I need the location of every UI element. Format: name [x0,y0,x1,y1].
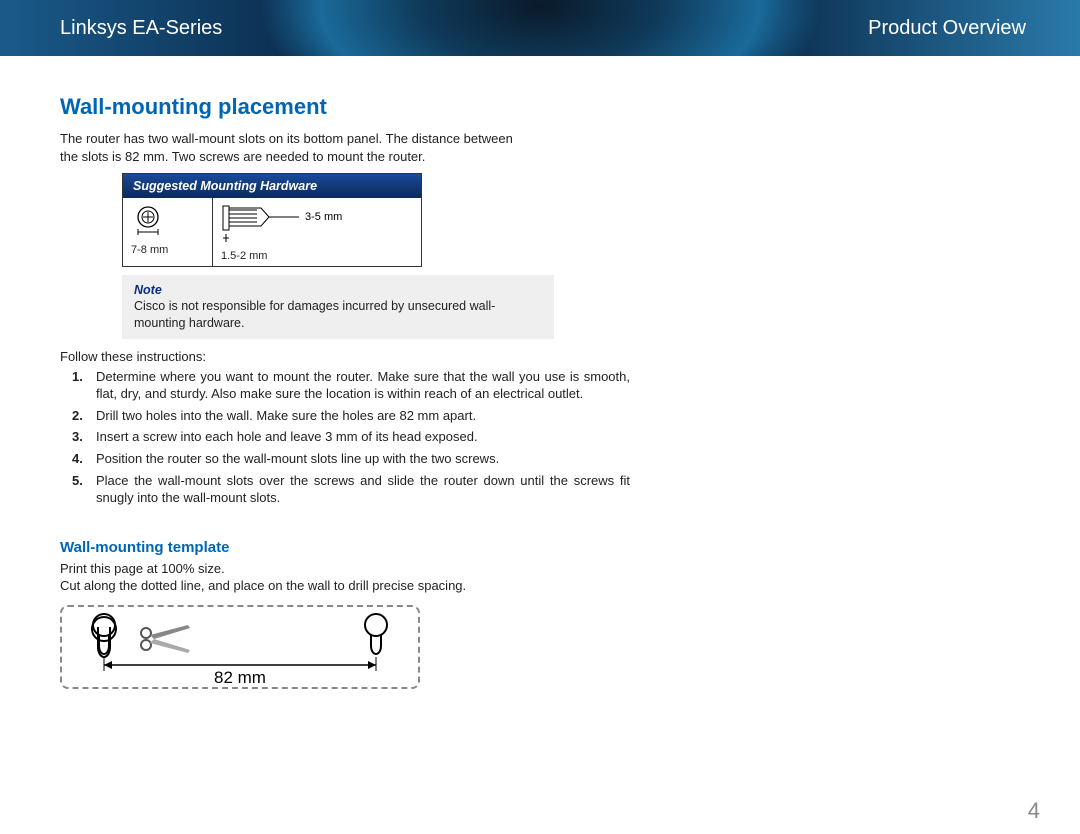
section-heading: Wall-mounting placement [60,94,620,120]
banner-left: Linksys EA-Series [60,17,222,40]
note-body: Cisco is not responsible for damages inc… [134,299,495,329]
screw-side-icon: 3-5 mm [221,204,391,248]
step-4: 4.Position the router so the wall-mount … [96,450,630,468]
note-title: Note [134,283,162,297]
template-diagram: 82 mm [60,605,420,689]
length-dim-text: 3-5 mm [305,211,342,223]
head-dim: 7-8 mm [131,244,204,256]
hardware-cell-head: 7-8 mm [123,198,213,266]
template-heading: Wall-mounting template [60,539,620,556]
hardware-body: 7-8 mm 3-5 mm 1.5-2 mm [123,198,421,266]
note-box: Note Cisco is not responsible for damage… [122,275,554,339]
template-distance: 82 mm [214,668,266,687]
intro-text: The router has two wall-mount slots on i… [60,130,530,165]
hardware-title: Suggested Mounting Hardware [123,174,421,198]
steps-list: 1.Determine where you want to mount the … [60,368,630,507]
page-banner: Linksys EA-Series Product Overview [0,0,1080,56]
hardware-cell-screw: 3-5 mm 1.5-2 mm [213,198,421,266]
step-2: 2.Drill two holes into the wall. Make su… [96,407,630,425]
follow-text: Follow these instructions: [60,349,620,364]
screw-head-icon [131,204,165,242]
step-1: 1.Determine where you want to mount the … [96,368,630,403]
template-line2: Cut along the dotted line, and place on … [60,577,620,595]
step-5: 5.Place the wall-mount slots over the sc… [96,472,630,507]
hardware-box: Suggested Mounting Hardware 7-8 mm [122,173,422,267]
shaft-dim: 1.5-2 mm [221,250,413,262]
banner-right: Product Overview [868,17,1026,40]
page-number: 4 [1028,798,1040,824]
template-svg: 82 mm [62,607,418,687]
page-content: Wall-mounting placement The router has t… [0,56,680,689]
template-line1: Print this page at 100% size. [60,560,620,578]
step-3: 3.Insert a screw into each hole and leav… [96,428,630,446]
